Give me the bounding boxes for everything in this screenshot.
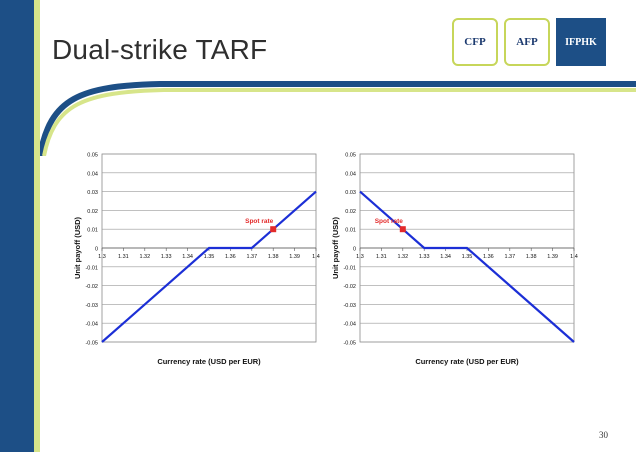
x-tick-label: 1.33 [419,254,430,260]
x-tick-label: 1.37 [246,254,257,260]
y-tick-label: 0.01 [345,228,356,234]
x-tick-label: 1.35 [462,254,473,260]
payoff-series-line [359,190,575,343]
y-tick-label: -0.05 [343,341,356,347]
left-chart-svg: 0.05 0.04 0.03 0.02 0.01 0 -0.01 -0.02 -0.03 -0.0… [73,153,320,367]
y-tick-label: 0 [353,247,356,253]
y-tick-label: -0.05 [85,341,98,347]
x-tick-label: 1.4 [312,254,320,260]
cfp-logo: CFP [452,18,498,66]
header-divider-curve [40,81,636,156]
y-tick-label: -0.04 [343,322,356,328]
spot-rate-label: Spot rate [375,218,404,225]
ifphk-logo: IFPHK [556,18,606,66]
x-tick-label: 1.37 [504,254,515,260]
right-chart-svg: 0.05 0.04 0.03 0.02 0.01 0 -0.01 -0.02 -0.03 -0.0… [331,153,578,367]
x-tick-label: 1.33 [161,254,172,260]
x-tick-label: 1.3 [356,254,364,260]
y-tick-label: -0.04 [85,322,98,328]
y-tick-label: -0.03 [343,303,356,309]
y-tick-label: 0.02 [345,209,356,215]
left-payoff-chart: 0.05 0.04 0.03 0.02 0.01 0 -0.01 -0.02 -0.03 -0.0… [70,140,330,370]
x-tick-label: 1.34 [440,254,451,260]
x-tick-label: 1.31 [118,254,129,260]
spot-rate-marker [270,226,277,233]
y-tick-label: 0.02 [87,209,98,215]
y-tick-label: -0.02 [343,284,356,290]
right-payoff-chart: 0.05 0.04 0.03 0.02 0.01 0 -0.01 -0.02 -0.03 -0.0… [328,140,588,370]
y-tick-label: 0.05 [87,153,98,159]
x-tick-label: 1.35 [204,254,215,260]
x-tick-label: 1.38 [526,254,537,260]
y-tick-label: 0.03 [87,190,98,196]
logo-group: CFP AFP IFPHK [452,18,606,66]
x-tick-label: 1.39 [547,254,558,260]
x-tick-label: 1.3 [98,254,106,260]
x-tick-label: 1.36 [483,254,494,260]
y-tick-label: -0.03 [85,303,98,309]
x-tick-label: 1.36 [225,254,236,260]
afp-logo-text: AFP [516,36,538,48]
spot-rate-marker [399,226,406,233]
x-tick-label: 1.34 [182,254,193,260]
cfp-logo-text: CFP [464,36,486,48]
y-tick-label: -0.01 [85,265,98,271]
ifphk-logo-text: IFPHK [565,36,597,48]
y-tick-label: 0.03 [345,190,356,196]
y-tick-label: 0.05 [345,153,356,159]
y-tick-label: -0.01 [343,265,356,271]
y-tick-label: -0.02 [85,284,98,290]
y-tick-label: 0.04 [87,171,98,177]
slide-title: Dual-strike TARF [52,34,268,65]
y-tick-label: 0.01 [87,228,98,234]
payoff-series-line [101,190,317,343]
left-accent-bar [0,0,34,452]
y-tick-label: 0 [95,247,98,253]
afp-logo: AFP [504,18,550,66]
y-axis-title: Unit payoff (USD) [331,216,340,279]
y-tick-label: 0.04 [345,171,356,177]
spot-rate-label: Spot rate [245,218,274,225]
x-axis-title: Currency rate (USD per EUR) [157,357,261,366]
x-tick-label: 1.38 [268,254,279,260]
x-tick-label: 1.31 [376,254,387,260]
x-tick-label: 1.32 [397,254,408,260]
x-axis-title: Currency rate (USD per EUR) [415,357,519,366]
x-tick-label: 1.32 [139,254,150,260]
x-tick-label: 1.39 [289,254,300,260]
x-tick-label: 1.4 [570,254,578,260]
left-accent-stripe [34,0,40,452]
y-axis-title: Unit payoff (USD) [73,216,82,279]
page-number: 30 [599,430,608,440]
